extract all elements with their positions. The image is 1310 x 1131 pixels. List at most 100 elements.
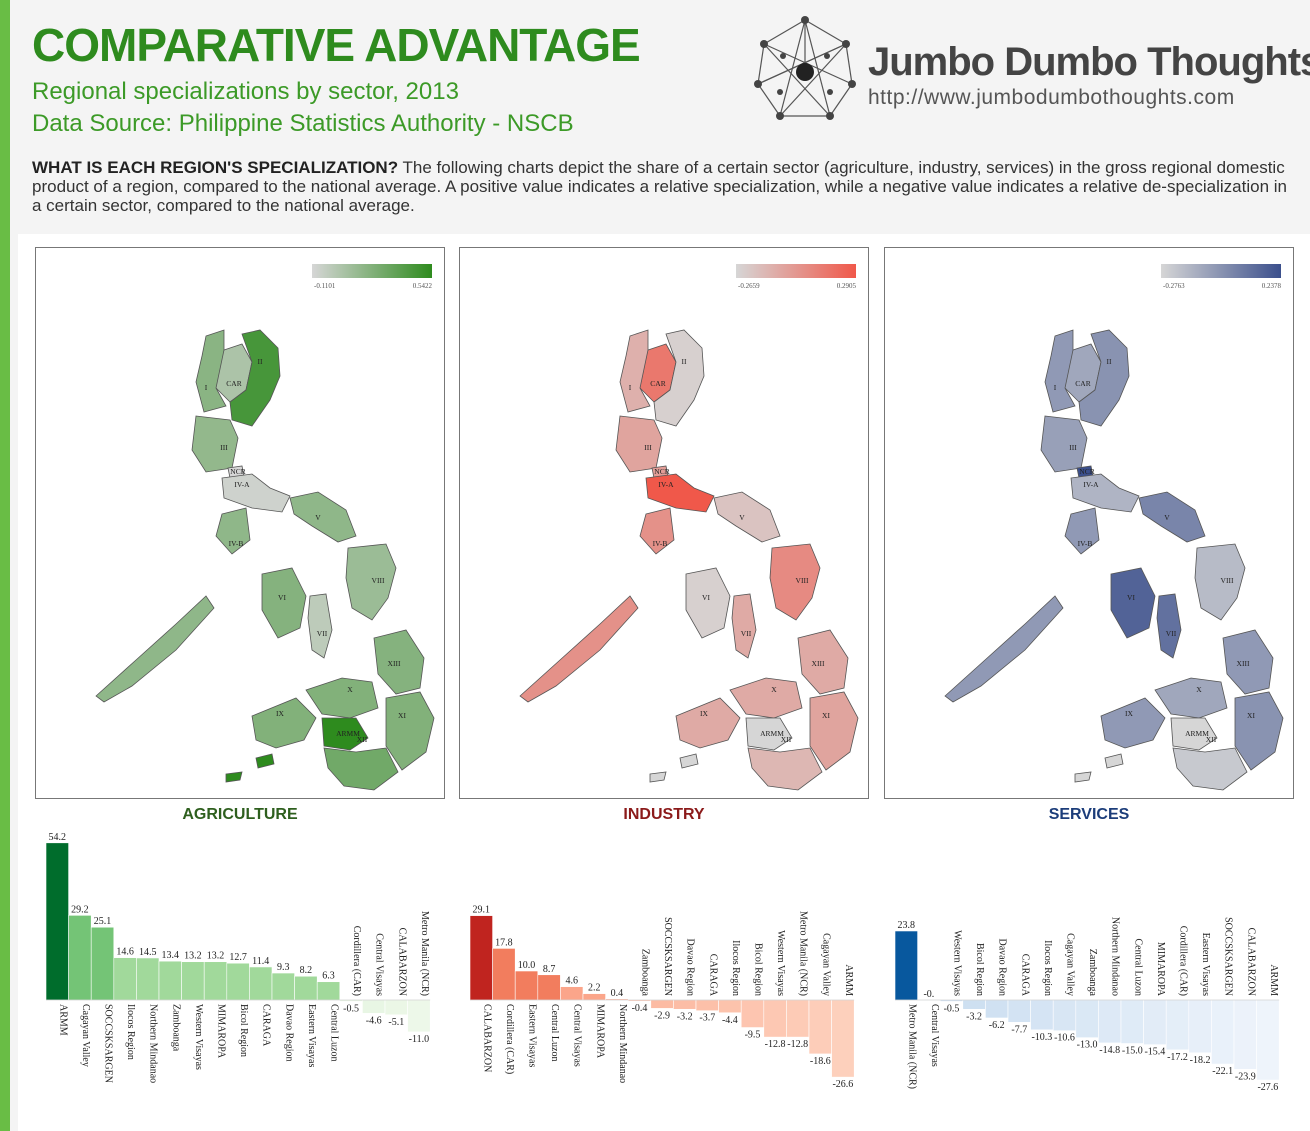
logo-url[interactable]: http://www.jumbodumbothoughts.com bbox=[868, 86, 1235, 109]
services-region-label: XIII bbox=[1237, 659, 1250, 668]
services-label: SERVICES bbox=[1048, 806, 1130, 823]
bar-value-label: -0. bbox=[923, 989, 934, 1000]
intro-lead: WHAT IS EACH REGION'S SPECIALIZATION? bbox=[32, 158, 399, 177]
bar-davao-region bbox=[271, 972, 295, 1001]
services-region-label: VII bbox=[1166, 629, 1177, 638]
bar-northern-mindanao bbox=[136, 957, 160, 1001]
intro-text: The following charts depict the share of… bbox=[32, 158, 1287, 215]
bar-western-visayas bbox=[763, 999, 787, 1038]
bar-value-label: 13.2 bbox=[184, 951, 202, 962]
bar-value-label: -18.2 bbox=[1190, 1055, 1211, 1066]
services-region-xiii bbox=[1222, 629, 1274, 695]
industry-region-xi bbox=[809, 691, 859, 771]
industry-region-label: VIII bbox=[796, 576, 809, 585]
agriculture-legend-max: 0.5422 bbox=[413, 282, 433, 290]
bar-category-label: Cagayan Valley bbox=[80, 1004, 91, 1067]
agriculture-region-iv-b bbox=[95, 507, 251, 703]
agriculture-region-label: CAR bbox=[226, 379, 241, 388]
agriculture-region-label: IV-A bbox=[234, 480, 250, 489]
industry-region-label: XII bbox=[781, 735, 792, 744]
bar-mimaropa bbox=[1143, 999, 1167, 1045]
industry-region-xii bbox=[747, 747, 823, 791]
industry-region-ii bbox=[653, 329, 705, 427]
bar-central-luzon bbox=[1120, 999, 1144, 1044]
agriculture-region-label: VIII bbox=[372, 576, 385, 585]
services-region-label: II bbox=[1107, 357, 1112, 366]
agriculture-region-label: NCR bbox=[230, 467, 245, 476]
bar-category-label: Central Luzon bbox=[1132, 939, 1143, 996]
bar-caraga bbox=[249, 966, 273, 1001]
agriculture-region-iii bbox=[191, 415, 239, 473]
industry-region-iii bbox=[615, 415, 663, 473]
bar-value-label: -11.0 bbox=[409, 1034, 429, 1045]
bar-category-label: Zamboanga bbox=[1087, 949, 1098, 997]
bar-value-label: 9.3 bbox=[277, 962, 290, 973]
industry-region-label: VI bbox=[702, 593, 710, 602]
services-legend-min: -0.2763 bbox=[1163, 282, 1185, 290]
bar-value-label: -26.6 bbox=[832, 1079, 853, 1090]
services-region-label: XII bbox=[1206, 735, 1217, 744]
industry-legend-max: 0.2905 bbox=[837, 282, 857, 290]
bar-category-label: Davao Region bbox=[997, 939, 1008, 997]
services-region-label: VIII bbox=[1221, 576, 1234, 585]
bar-category-label: Central Visayas bbox=[374, 933, 385, 996]
industry-region-ix bbox=[675, 697, 741, 749]
bar-mimaropa bbox=[203, 961, 228, 1001]
services-region-label: III bbox=[1069, 443, 1077, 452]
industry-region-label: V bbox=[739, 513, 745, 522]
bar-category-label: Central Visayas bbox=[572, 1004, 583, 1067]
services-map: CAR I II III NCR IV-A V IV-B VI VII VIII XIII X IX XI A… bbox=[884, 247, 1294, 799]
bar-value-label: 10.0 bbox=[518, 960, 536, 971]
bar-value-label: 2.2 bbox=[588, 983, 601, 994]
services-region-iv-a bbox=[1070, 473, 1140, 513]
agriculture-region-ix bbox=[251, 697, 317, 749]
bar-category-label: Bicol Region bbox=[974, 943, 985, 996]
industry-region-iv-b bbox=[519, 507, 675, 703]
bar-category-label: Ilocos Region bbox=[1042, 940, 1053, 996]
bar-category-label: Central Luzon bbox=[329, 1004, 340, 1061]
bar-category-label: Central Visayas bbox=[929, 1004, 940, 1067]
bar-category-label: Bicol Region bbox=[753, 943, 764, 996]
bar-value-label: 14.5 bbox=[139, 947, 157, 958]
agriculture-region-label: IV-B bbox=[229, 539, 244, 548]
logo: Jumbo Dumbo Thoughts http://www.jumbodum… bbox=[750, 14, 1310, 126]
industry-region-vii bbox=[731, 593, 757, 659]
agriculture-region-label: XII bbox=[357, 735, 368, 744]
services-legend-bar bbox=[1161, 264, 1281, 278]
agriculture-region-i bbox=[195, 329, 227, 413]
bar-cordillera-car- bbox=[1165, 999, 1190, 1051]
services-region-label: V bbox=[1164, 513, 1170, 522]
services-region-x bbox=[1154, 677, 1228, 719]
industry-bar-chart: 29.1 CALABARZON 17.8 Cordillera (CAR) 10.0 Ea… bbox=[469, 905, 855, 1090]
industry-label: INDUSTRY bbox=[623, 806, 705, 823]
bar-value-label: -6.2 bbox=[989, 1020, 1005, 1031]
bar-value-label: -7.7 bbox=[1011, 1024, 1027, 1035]
bar-category-label: Davao Region bbox=[685, 939, 696, 997]
bar-category-label: CALABARZON bbox=[481, 1004, 492, 1072]
agriculture-region-xiii bbox=[373, 629, 425, 695]
bar-value-label: -22.1 bbox=[1212, 1066, 1233, 1077]
bar-value-label: -9.5 bbox=[745, 1030, 761, 1041]
agriculture-region-vii bbox=[307, 593, 333, 659]
data-source: Data Source: Philippine Statistics Autho… bbox=[32, 110, 574, 137]
bar-category-label: SOCCSKSARGEN bbox=[662, 917, 673, 996]
industry-region-i bbox=[619, 329, 651, 413]
bar-ilocos-region bbox=[1030, 999, 1054, 1031]
services-region-ix bbox=[1100, 697, 1166, 749]
industry-region-label: III bbox=[644, 443, 652, 452]
bar-central-visayas bbox=[560, 986, 584, 1001]
bar-category-label: Metro Manila (NCR) bbox=[906, 1004, 917, 1089]
industry-legend-bar bbox=[736, 264, 856, 278]
industry-region-x bbox=[729, 677, 803, 719]
bar-category-label: Davao Region bbox=[283, 1004, 294, 1062]
services-region-label: X bbox=[1196, 685, 1202, 694]
bar-value-label: -0.5 bbox=[343, 1003, 359, 1014]
bar-eastern-visayas bbox=[1188, 999, 1212, 1054]
bar-zamboanga bbox=[158, 960, 182, 1001]
bar-value-label: 54.2 bbox=[49, 832, 67, 843]
services-region-xi bbox=[1234, 691, 1284, 771]
bar-value-label: 4.6 bbox=[565, 976, 578, 987]
bar-value-label: -5.1 bbox=[388, 1017, 404, 1028]
bar-cagayan-valley bbox=[1052, 999, 1077, 1032]
services-region-label: I bbox=[1054, 383, 1057, 392]
